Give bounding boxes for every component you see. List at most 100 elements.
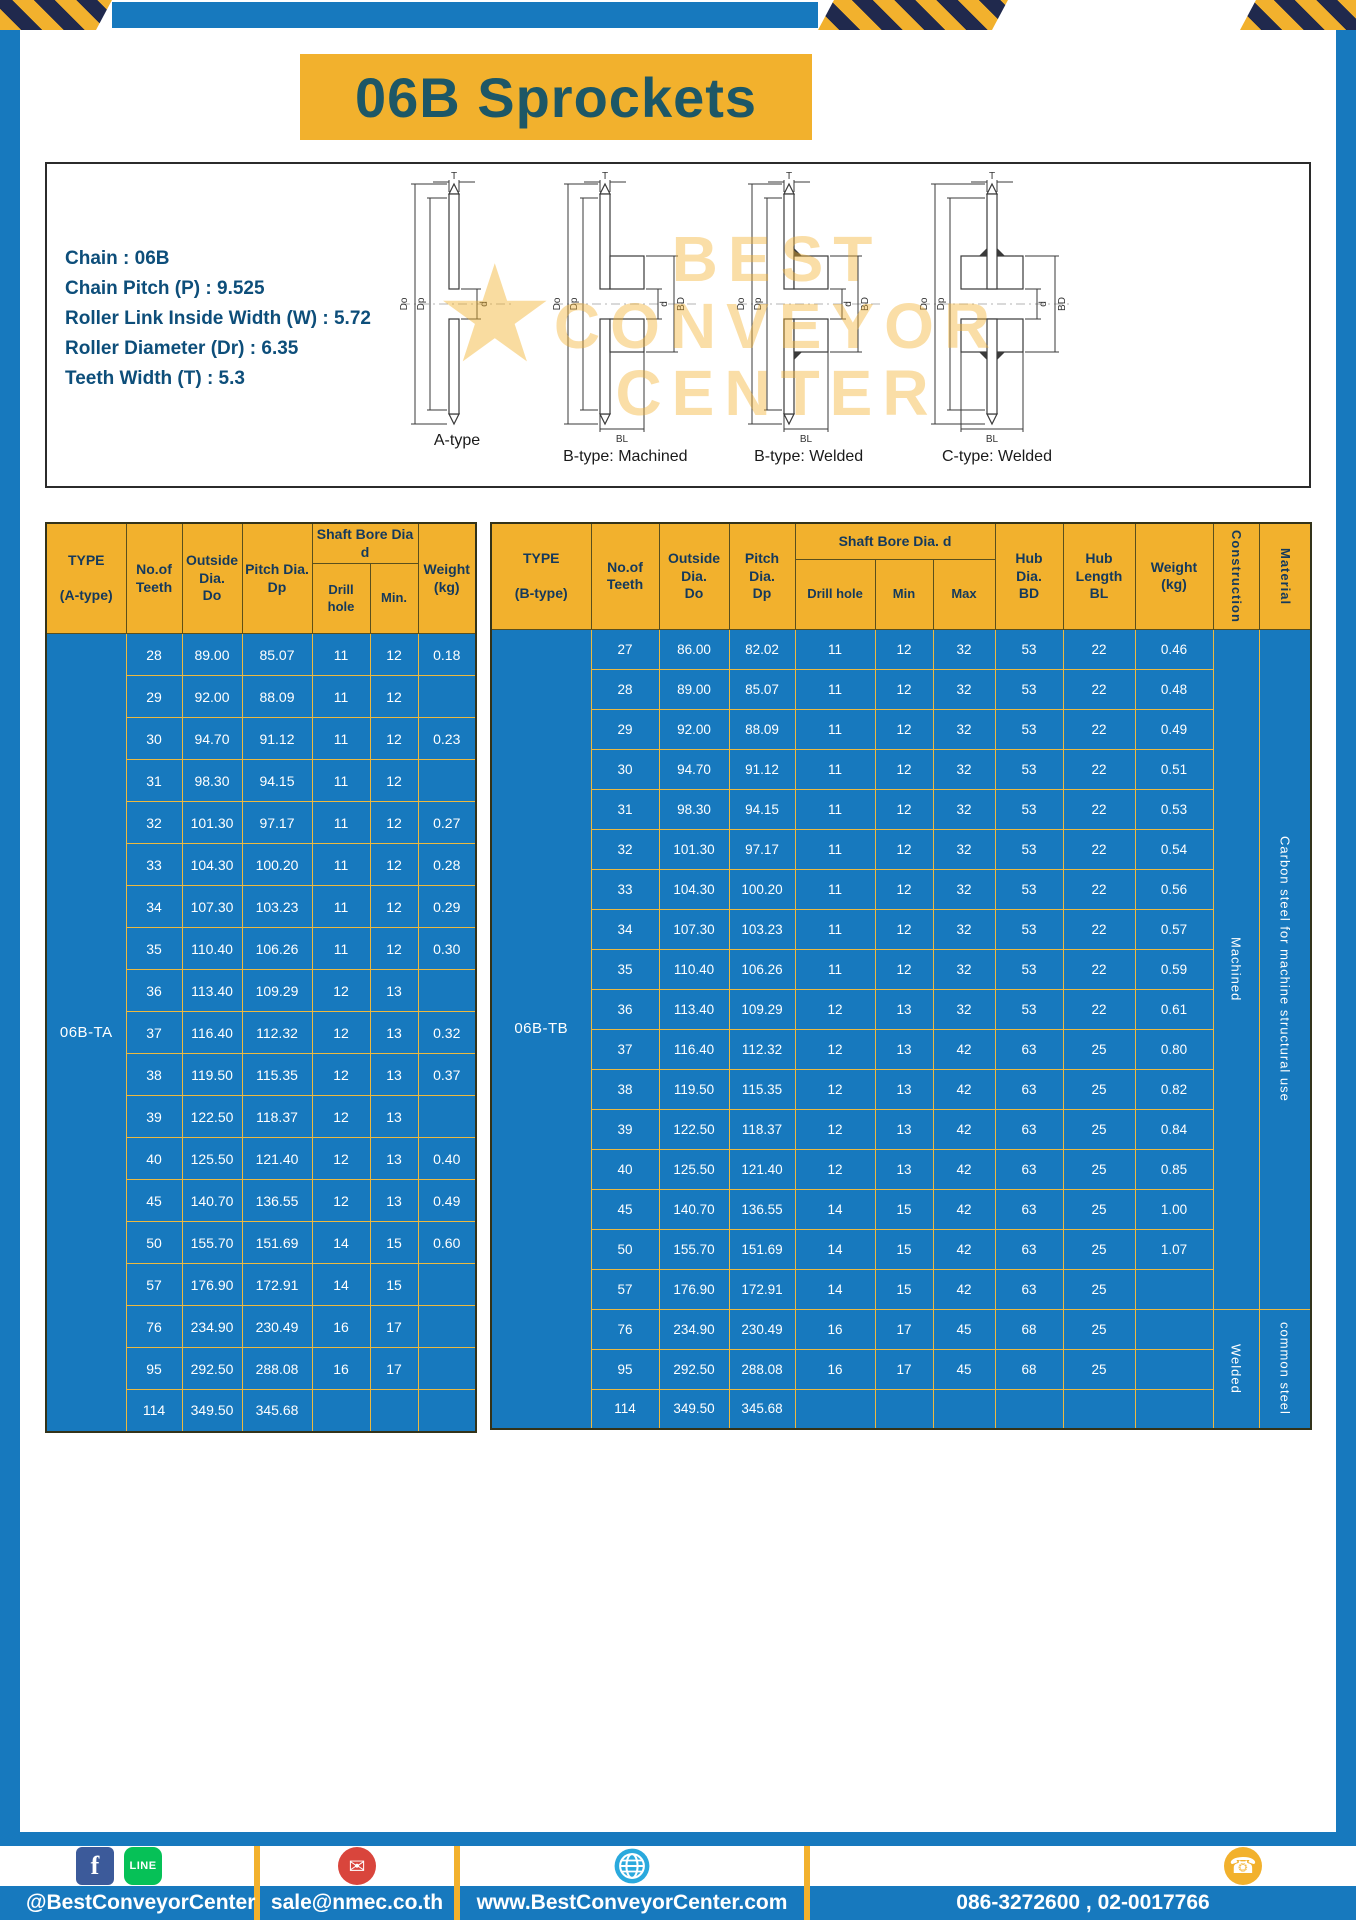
data-cell: 29 (125, 675, 183, 718)
table-row: 32 101.30 97.17 11 12 32 53 22 0.54 (491, 828, 1311, 870)
data-cell: 155.70 (658, 1228, 730, 1270)
data-cell: 11 (311, 927, 371, 970)
mail-glyph: ✉ (348, 1855, 366, 1878)
data-cell: 113.40 (658, 988, 730, 1030)
data-cell: 45 (932, 1348, 996, 1390)
data-cell: 0.49 (1134, 708, 1214, 750)
data-cell: 12 (874, 828, 934, 870)
data-cell: 109.29 (728, 988, 796, 1030)
dim-label-dp: Dp (416, 297, 427, 310)
dim-label-do: Do (552, 297, 563, 310)
data-cell: 36 (590, 988, 660, 1030)
data-cell: 30 (125, 717, 183, 760)
data-cell: 292.50 (181, 1347, 243, 1390)
data-cell: 103.23 (728, 908, 796, 950)
data-cell: 13 (874, 988, 934, 1030)
data-cell: 12 (311, 1179, 371, 1222)
col-header-drill-hole: Drill hole (311, 563, 371, 634)
col-header-type: TYPE (A-type) (45, 522, 127, 634)
data-cell: 13 (369, 1053, 419, 1096)
data-cell: 22 (1062, 628, 1136, 670)
data-cell: 34 (590, 908, 660, 950)
data-cell: 25 (1062, 1028, 1136, 1070)
data-cell: 91.12 (728, 748, 796, 790)
b-type-welded-drawing: T Do Dp d BD BL (736, 172, 880, 444)
table-row: 30 94.70 91.12 11 12 32 53 22 0.51 (491, 748, 1311, 790)
c-type-welded-drawing: T Do Dp d BD BL (919, 172, 1073, 444)
data-cell: 0.18 (417, 633, 477, 676)
data-cell (794, 1388, 876, 1430)
data-cell: 45 (590, 1188, 660, 1230)
data-cell: 11 (311, 675, 371, 718)
data-cell: 0.37 (417, 1053, 477, 1096)
footer-website[interactable]: www.BestConveyorCenter.com (460, 1886, 804, 1920)
data-cell: 0.85 (1134, 1148, 1214, 1190)
data-cell: 121.40 (728, 1148, 796, 1190)
data-cell: 91.12 (241, 717, 313, 760)
data-cell: 32 (932, 948, 996, 990)
data-cell: 32 (932, 788, 996, 830)
data-cell: 89.00 (658, 668, 730, 710)
data-cell: 0.49 (417, 1179, 477, 1222)
data-cell: 234.90 (658, 1308, 730, 1350)
dim-label-do: Do (736, 297, 747, 310)
data-cell: 12 (369, 801, 419, 844)
data-cell: 45 (932, 1308, 996, 1350)
data-cell: 12 (874, 788, 934, 830)
data-cell: 12 (369, 633, 419, 676)
data-cell: 106.26 (728, 948, 796, 990)
table-row: 32 101.30 97.17 11 12 0.27 (46, 801, 477, 844)
data-cell: 118.37 (728, 1108, 796, 1150)
table-row: 31 98.30 94.15 11 12 32 53 22 0.53 (491, 788, 1311, 830)
dim-label-bd: BD (676, 297, 687, 311)
data-cell: 113.40 (181, 969, 243, 1012)
data-cell: 12 (874, 748, 934, 790)
globe-icon[interactable] (613, 1847, 651, 1885)
data-cell: 30 (590, 748, 660, 790)
data-cell: 11 (794, 828, 876, 870)
data-cell: 37 (125, 1011, 183, 1054)
data-cell: 53 (994, 828, 1064, 870)
data-cell: 11 (311, 759, 371, 802)
footer-social-handle[interactable]: @BestConveyorCenter (0, 1886, 255, 1920)
data-cell: 32 (932, 828, 996, 870)
data-cell: 53 (994, 628, 1064, 670)
data-cell: 35 (125, 927, 183, 970)
data-cell: 13 (874, 1108, 934, 1150)
data-cell: 12 (311, 1095, 371, 1138)
data-cell: 0.84 (1134, 1108, 1214, 1150)
data-cell: 12 (874, 908, 934, 950)
mail-icon[interactable]: ✉ (338, 1847, 376, 1885)
data-cell: 42 (932, 1068, 996, 1110)
data-cell: 37 (590, 1028, 660, 1070)
line-icon[interactable]: LINE (124, 1847, 162, 1885)
spec-line-roller-dia: Roller Diameter (Dr) : 6.35 (65, 338, 299, 359)
data-cell (1134, 1308, 1214, 1350)
data-cell: 11 (311, 843, 371, 886)
dim-label-d: d (843, 301, 854, 307)
data-cell: 92.00 (658, 708, 730, 750)
data-cell: 63 (994, 1188, 1064, 1230)
data-cell (417, 759, 477, 802)
data-cell (417, 1305, 477, 1348)
data-cell: 11 (794, 708, 876, 750)
data-cell: 13 (874, 1068, 934, 1110)
data-cell: 63 (994, 1108, 1064, 1150)
data-cell: 63 (994, 1148, 1064, 1190)
table-row: 29 92.00 88.09 11 12 32 53 22 0.49 (491, 708, 1311, 750)
col-header-outside-dia: Outside Dia. Do (658, 522, 730, 630)
data-cell: 86.00 (658, 628, 730, 670)
figure-label: A-type (433, 432, 481, 449)
data-cell (1134, 1388, 1214, 1430)
table-row: 39 122.50 118.37 12 13 42 63 25 0.84 (491, 1108, 1311, 1150)
phone-icon[interactable]: ☎ (1224, 1847, 1262, 1885)
footer-email[interactable]: sale@nmec.co.th (260, 1886, 454, 1920)
facebook-icon[interactable]: f (76, 1847, 114, 1885)
data-cell: 11 (794, 948, 876, 990)
footer-phones[interactable]: 086-3272600 , 02-0017766 (810, 1886, 1356, 1920)
dim-label-t: T (786, 172, 792, 182)
b-type-machined-drawing: T Do Dp d BD BL (552, 172, 697, 444)
data-cell: 349.50 (181, 1389, 243, 1432)
data-cell: 53 (994, 748, 1064, 790)
